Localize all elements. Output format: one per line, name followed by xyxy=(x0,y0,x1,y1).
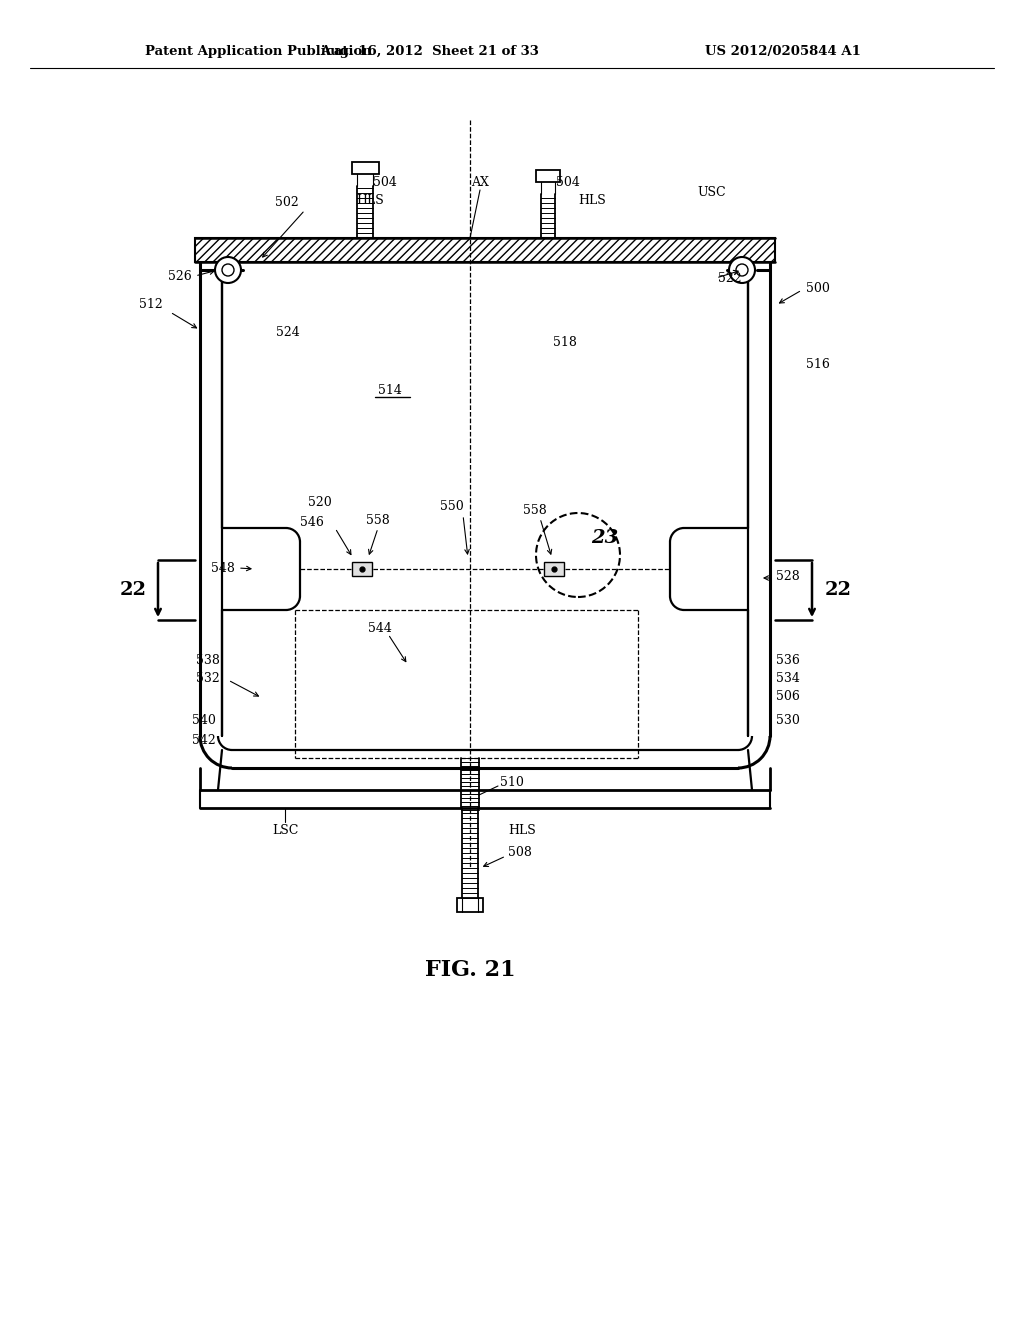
Text: 502: 502 xyxy=(275,195,299,209)
Text: 538: 538 xyxy=(197,653,220,667)
Bar xyxy=(352,162,379,174)
Text: 516: 516 xyxy=(806,359,829,371)
Text: 22: 22 xyxy=(824,581,852,599)
Text: LSC: LSC xyxy=(271,824,298,837)
Text: 512: 512 xyxy=(139,298,163,312)
Text: HLS: HLS xyxy=(508,824,536,837)
Text: HLS: HLS xyxy=(579,194,606,206)
Text: 514: 514 xyxy=(378,384,402,396)
Text: 544: 544 xyxy=(368,622,392,635)
Text: 532: 532 xyxy=(197,672,220,685)
Text: 558: 558 xyxy=(367,513,390,527)
Text: AX: AX xyxy=(471,177,488,190)
Text: 506: 506 xyxy=(776,690,800,704)
Text: 520: 520 xyxy=(308,496,332,510)
Text: US 2012/0205844 A1: US 2012/0205844 A1 xyxy=(705,45,861,58)
Text: 550: 550 xyxy=(440,500,464,513)
Text: 504: 504 xyxy=(556,177,580,190)
Text: 530: 530 xyxy=(776,714,800,726)
Text: 536: 536 xyxy=(776,653,800,667)
Text: 510: 510 xyxy=(500,776,524,788)
Text: 500: 500 xyxy=(806,281,829,294)
Bar xyxy=(352,562,372,576)
Circle shape xyxy=(215,257,241,282)
Text: 522: 522 xyxy=(718,272,741,285)
Bar xyxy=(195,238,775,261)
Text: 22: 22 xyxy=(120,581,146,599)
Text: Patent Application Publication: Patent Application Publication xyxy=(145,45,372,58)
Text: 504: 504 xyxy=(373,177,397,190)
Bar xyxy=(544,562,564,576)
Text: 528: 528 xyxy=(776,570,800,583)
Text: 546: 546 xyxy=(300,516,324,528)
Text: Aug. 16, 2012  Sheet 21 of 33: Aug. 16, 2012 Sheet 21 of 33 xyxy=(321,45,540,58)
Text: 526: 526 xyxy=(168,269,193,282)
Text: 558: 558 xyxy=(523,503,547,516)
Text: 534: 534 xyxy=(776,672,800,685)
Bar xyxy=(457,898,483,912)
Text: 508: 508 xyxy=(508,846,531,858)
Text: FIG. 21: FIG. 21 xyxy=(425,960,515,981)
Circle shape xyxy=(736,264,748,276)
Text: 524: 524 xyxy=(276,326,300,339)
Text: USC: USC xyxy=(697,186,726,199)
Text: 542: 542 xyxy=(193,734,216,747)
Text: 23: 23 xyxy=(592,529,618,546)
Text: 518: 518 xyxy=(553,335,577,348)
Circle shape xyxy=(222,264,234,276)
Text: 548: 548 xyxy=(211,561,234,574)
Bar xyxy=(536,170,560,182)
Text: 540: 540 xyxy=(193,714,216,726)
Text: HLS: HLS xyxy=(356,194,384,206)
Circle shape xyxy=(729,257,755,282)
